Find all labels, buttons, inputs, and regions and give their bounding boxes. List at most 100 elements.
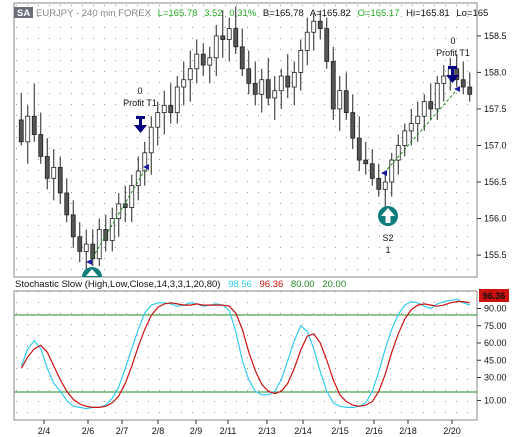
down-arrow-icon [446, 66, 459, 83]
candle [330, 46, 336, 120]
stoch-tick-label: 60.00 [484, 338, 507, 348]
candle [90, 229, 96, 267]
candle [187, 50, 193, 102]
candles-layer [18, 6, 473, 270]
candle [382, 174, 388, 208]
stoch-lines [20, 298, 471, 410]
candle [220, 10, 226, 58]
stoch-tick-label: 90.00 [484, 304, 507, 314]
stoch-tick-label: 45.00 [484, 355, 507, 365]
svg-text:EURJPY - 240 min FOREX L: EURJPY - 240 min FOREX L=165.78 3.52 0.3… [36, 8, 488, 19]
candle [441, 65, 447, 102]
price-tick-label: 155.5 [484, 250, 507, 260]
candle [369, 149, 375, 186]
candle [161, 90, 167, 135]
candle [233, 6, 239, 55]
candle [324, 17, 330, 69]
candle [356, 116, 362, 172]
candle [148, 116, 154, 175]
price-panel[interactable] [13, 2, 478, 278]
candle [376, 163, 382, 197]
candle [83, 229, 89, 270]
candle [421, 94, 427, 131]
candle [18, 92, 24, 146]
date-tick-label: 2/4 [38, 426, 51, 436]
stoch-value-3: 80.00 [291, 279, 315, 290]
date-axis: 2/4 2/6 2/7 2/8 2/9 2/11 2/13 2/14 2/15 2/16 2/18 2… [38, 420, 461, 436]
stoch-d-line [20, 301, 470, 408]
candle [96, 218, 102, 267]
date-tick-label: 2/20 [443, 426, 461, 436]
date-tick-label: 2/18 [399, 426, 417, 436]
stochastic-panel[interactable] [13, 290, 478, 421]
candle [265, 57, 271, 106]
candle [389, 152, 395, 197]
stoch-value-2: 96.36 [259, 279, 283, 290]
price-tick-label: 157.0 [484, 140, 507, 150]
candle [311, 13, 317, 51]
date-tick-label: 2/14 [294, 426, 312, 436]
candle [207, 46, 213, 84]
candle [285, 54, 291, 98]
candle [44, 138, 50, 190]
low-price: Lo=165 [456, 8, 488, 19]
candle [213, 24, 219, 77]
candle [174, 76, 180, 124]
date-tick-label: 2/15 [331, 426, 349, 436]
candle [129, 174, 135, 223]
stoch-tick-label: 75.00 [484, 321, 507, 331]
candle [272, 76, 278, 120]
entry-signal-s2[interactable]: S2 1 [378, 170, 398, 255]
date-tick-label: 2/11 [220, 426, 237, 436]
candle [200, 43, 206, 77]
down-arrow-icon [134, 116, 147, 133]
candle [460, 61, 466, 95]
candle [64, 178, 70, 223]
profit-signal-2[interactable]: 0 Profit T1 [436, 36, 470, 92]
entry-count: 1 [385, 245, 390, 255]
change-value: 3.52 [204, 8, 223, 19]
stoch-label: Stochastic Slow (High,Low,Close,14,3,3,1… [15, 279, 220, 290]
candle [77, 222, 83, 263]
entry-marker-icon [86, 259, 92, 265]
candle [291, 61, 297, 106]
stoch-title: Stochastic Slow (High,Low,Close,14,3,3,1… [15, 279, 346, 290]
exit-marker-icon [454, 86, 460, 92]
trend-line-1 [89, 167, 147, 263]
profit-count-1: 0 [137, 86, 142, 96]
trend-lines [89, 91, 456, 263]
candle [226, 17, 232, 62]
entry-marker-icon [381, 170, 387, 176]
open-price: O=165.17 [357, 8, 399, 19]
price-axis: 158.5 158.0 157.5 157.0 156.5 156.0 155.5 [477, 31, 507, 260]
bid-price: B=165.78 [263, 8, 304, 19]
candle [181, 61, 187, 106]
profit-count-2: 0 [450, 36, 455, 46]
profit-signal-1[interactable]: 0 Profit T1 [123, 86, 157, 170]
stoch-axis: 90.00 75.00 60.00 45.00 30.00 10.00 [477, 304, 507, 406]
ask-price: A=165.82 [310, 8, 351, 19]
entry-signal-partial[interactable] [82, 259, 102, 277]
date-tick-label: 2/16 [365, 426, 383, 436]
symbol-badge[interactable] [14, 7, 33, 18]
candle [194, 39, 200, 84]
candle [408, 108, 414, 146]
date-tick-label: 2/9 [190, 426, 203, 436]
svg-text:96.36: 96.36 [483, 291, 506, 301]
stoch-value-1: 98.56 [228, 279, 252, 290]
candle [239, 28, 245, 77]
candle [298, 39, 304, 91]
date-tick-label: 2/13 [258, 426, 276, 436]
exit-marker-icon [143, 164, 149, 170]
price-tick-label: 158.0 [484, 67, 507, 77]
candle [38, 112, 44, 164]
chart-header: SA EURJPY - 240 min FOREX L=165.78 3.52 … [14, 7, 488, 19]
candle [402, 123, 408, 157]
candle [25, 105, 31, 164]
change-percent: 0.31% [229, 8, 256, 19]
profit-label-1: Profit T1 [123, 98, 157, 108]
candle [259, 68, 265, 113]
candle [343, 72, 349, 120]
candle [350, 94, 356, 150]
